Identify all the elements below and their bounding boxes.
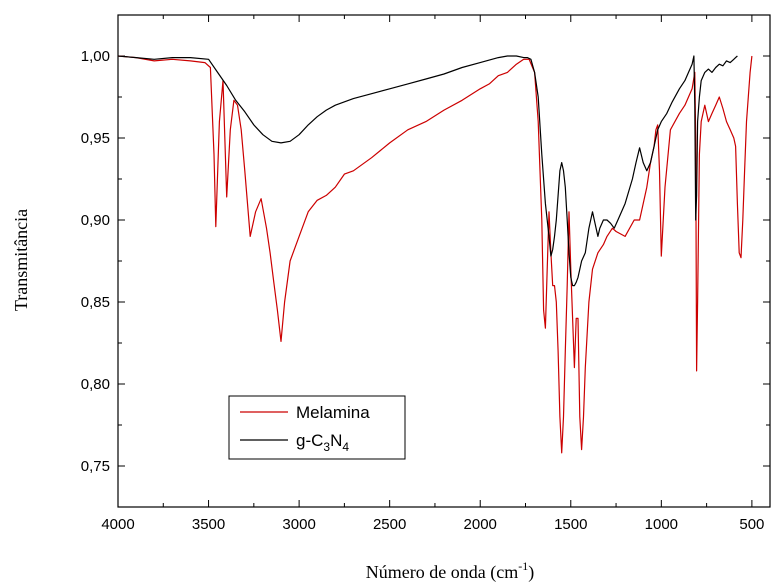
series-layer — [117, 55, 753, 454]
x-tick-label: 500 — [739, 516, 764, 533]
legend-label-gcn: g-C3N4 — [296, 431, 349, 454]
x-tick-label: 2500 — [373, 516, 406, 533]
x-axis-title: Número de onda (cm-1) — [366, 559, 534, 583]
legend-gcn-part2: N — [330, 431, 342, 450]
x-tick-label: 3000 — [282, 516, 315, 533]
axis-ticks: 4000 3500 3000 2500 2000 1500 1000 500 1,00 0,95 0… — [81, 14, 770, 533]
y-tick-label: 1,00 — [81, 48, 110, 65]
legend-gcn-sub2: 4 — [342, 440, 349, 454]
series-line-1 — [117, 55, 738, 287]
series-line-0 — [117, 55, 753, 454]
x-axis-title-main: Número de onda (cm — [366, 562, 518, 583]
y-tick-label: 0,75 — [81, 458, 110, 475]
plot-area-frame — [117, 14, 771, 508]
x-tick-label: 1500 — [554, 516, 587, 533]
y-tick-label: 0,85 — [81, 294, 110, 311]
x-axis-title-close: ) — [528, 562, 534, 583]
legend-box — [228, 395, 406, 460]
x-tick-label: 3500 — [192, 516, 225, 533]
legend-gcn-sub1: 3 — [323, 440, 330, 454]
x-tick-label: 1000 — [645, 516, 678, 533]
x-axis-title-superscript: -1 — [518, 559, 528, 573]
x-tick-label: 2000 — [464, 516, 497, 533]
y-tick-label: 0,95 — [81, 130, 110, 147]
x-tick-label: 4000 — [101, 516, 134, 533]
y-tick-label: 0,90 — [81, 212, 110, 229]
legend-gcn-part1: g-C — [296, 431, 323, 450]
legend-label-melamina: Melamina — [296, 403, 370, 422]
y-tick-label: 0,80 — [81, 376, 110, 393]
legend: Melamina g-C3N4 — [228, 395, 406, 460]
y-axis-title: Transmitância — [11, 209, 31, 311]
